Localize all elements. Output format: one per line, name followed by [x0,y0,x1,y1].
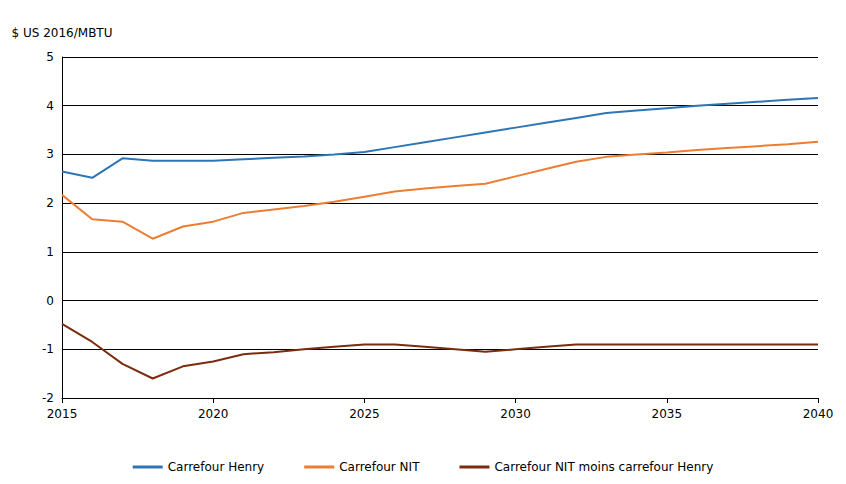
svg-text:4: 4 [46,99,54,113]
svg-text:$ US 2016/MBTU: $ US 2016/MBTU [12,26,113,40]
svg-text:2040: 2040 [803,407,834,421]
svg-text:0: 0 [46,294,54,308]
svg-text:Carrefour NIT moins carrefour: Carrefour NIT moins carrefour Henry [494,460,713,474]
svg-text:-1: -1 [42,342,54,356]
svg-text:1: 1 [46,245,54,259]
svg-text:2035: 2035 [652,407,683,421]
svg-text:-2: -2 [42,391,54,405]
svg-text:Carrefour NIT: Carrefour NIT [339,460,420,474]
svg-text:2: 2 [46,196,54,210]
svg-text:2030: 2030 [500,407,531,421]
svg-text:2025: 2025 [349,407,380,421]
svg-text:3: 3 [46,147,54,161]
svg-text:5: 5 [46,50,54,64]
svg-text:Carrefour Henry: Carrefour Henry [168,460,264,474]
svg-text:2020: 2020 [198,407,229,421]
svg-text:2015: 2015 [47,407,78,421]
